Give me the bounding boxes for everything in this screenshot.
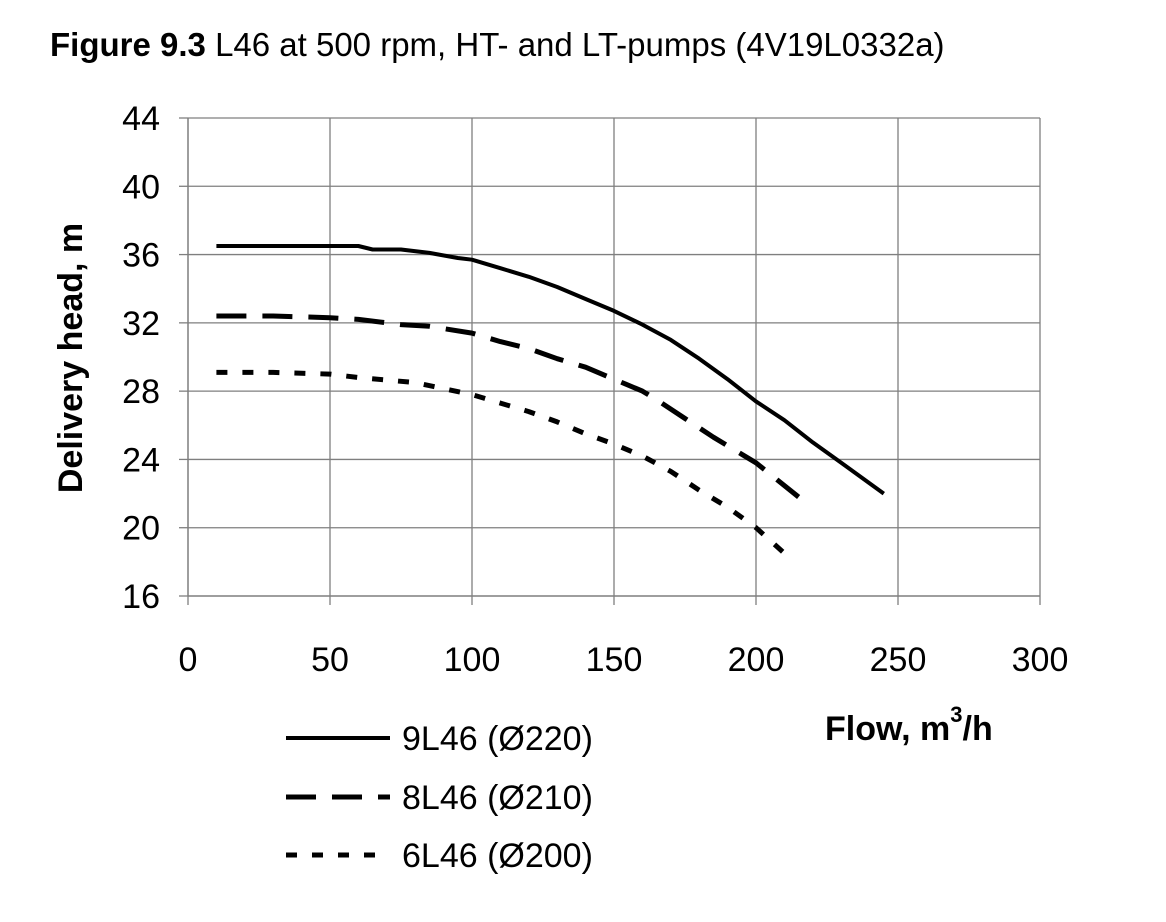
x-tick-label-100: 100 xyxy=(444,641,501,679)
y-tick-label-40: 40 xyxy=(122,168,160,206)
x-tick-label-200: 200 xyxy=(728,641,785,679)
x-tick-label-50: 50 xyxy=(311,641,349,679)
series-line-2 xyxy=(216,313,801,499)
figure-caption: L46 at 500 rpm, HT- and LT-pumps (4V19L0… xyxy=(215,26,945,63)
grid-lines xyxy=(188,117,1041,596)
series-lines xyxy=(216,244,885,556)
axes xyxy=(179,117,1041,605)
figure-title: Figure 9.3 L46 at 500 rpm, HT- and LT-pu… xyxy=(50,26,945,64)
y-tick-label-44: 44 xyxy=(122,100,160,138)
y-tick-label-24: 24 xyxy=(122,441,160,479)
legend-label-2: 8L46 (Ø210) xyxy=(402,779,593,817)
legend: 9L46 (Ø220) 8L46 (Ø210) 6L46 (Ø200) xyxy=(286,720,593,875)
figure-label: Figure 9.3 xyxy=(50,26,206,63)
x-tick-label-250: 250 xyxy=(870,641,927,679)
x-axis-title-main: Flow, m xyxy=(825,710,950,748)
y-tick-label-28: 28 xyxy=(122,373,160,411)
x-axis-title-superscript: 3 xyxy=(950,702,962,727)
x-tick-label-150: 150 xyxy=(586,641,643,679)
series-line-1 xyxy=(216,244,885,496)
y-tick-label-16: 16 xyxy=(122,578,160,616)
y-axis-title: Delivery head, m xyxy=(52,223,90,493)
x-tick-label-300: 300 xyxy=(1012,641,1069,679)
y-tick-label-20: 20 xyxy=(122,510,160,548)
x-axis-title: Flow, m3/h xyxy=(825,702,993,748)
x-axis-title-suffix: /h xyxy=(963,710,993,748)
legend-label-3: 6L46 (Ø200) xyxy=(402,837,593,875)
x-tick-label-0: 0 xyxy=(179,641,198,679)
y-tick-label-32: 32 xyxy=(122,305,160,343)
tick-labels: 0 50 100 150 200 250 300 16 20 24 28 32 36 40 44 xyxy=(122,100,1068,679)
series-line-3 xyxy=(216,369,787,556)
y-tick-label-36: 36 xyxy=(122,237,160,275)
legend-label-1: 9L46 (Ø220) xyxy=(402,720,593,758)
